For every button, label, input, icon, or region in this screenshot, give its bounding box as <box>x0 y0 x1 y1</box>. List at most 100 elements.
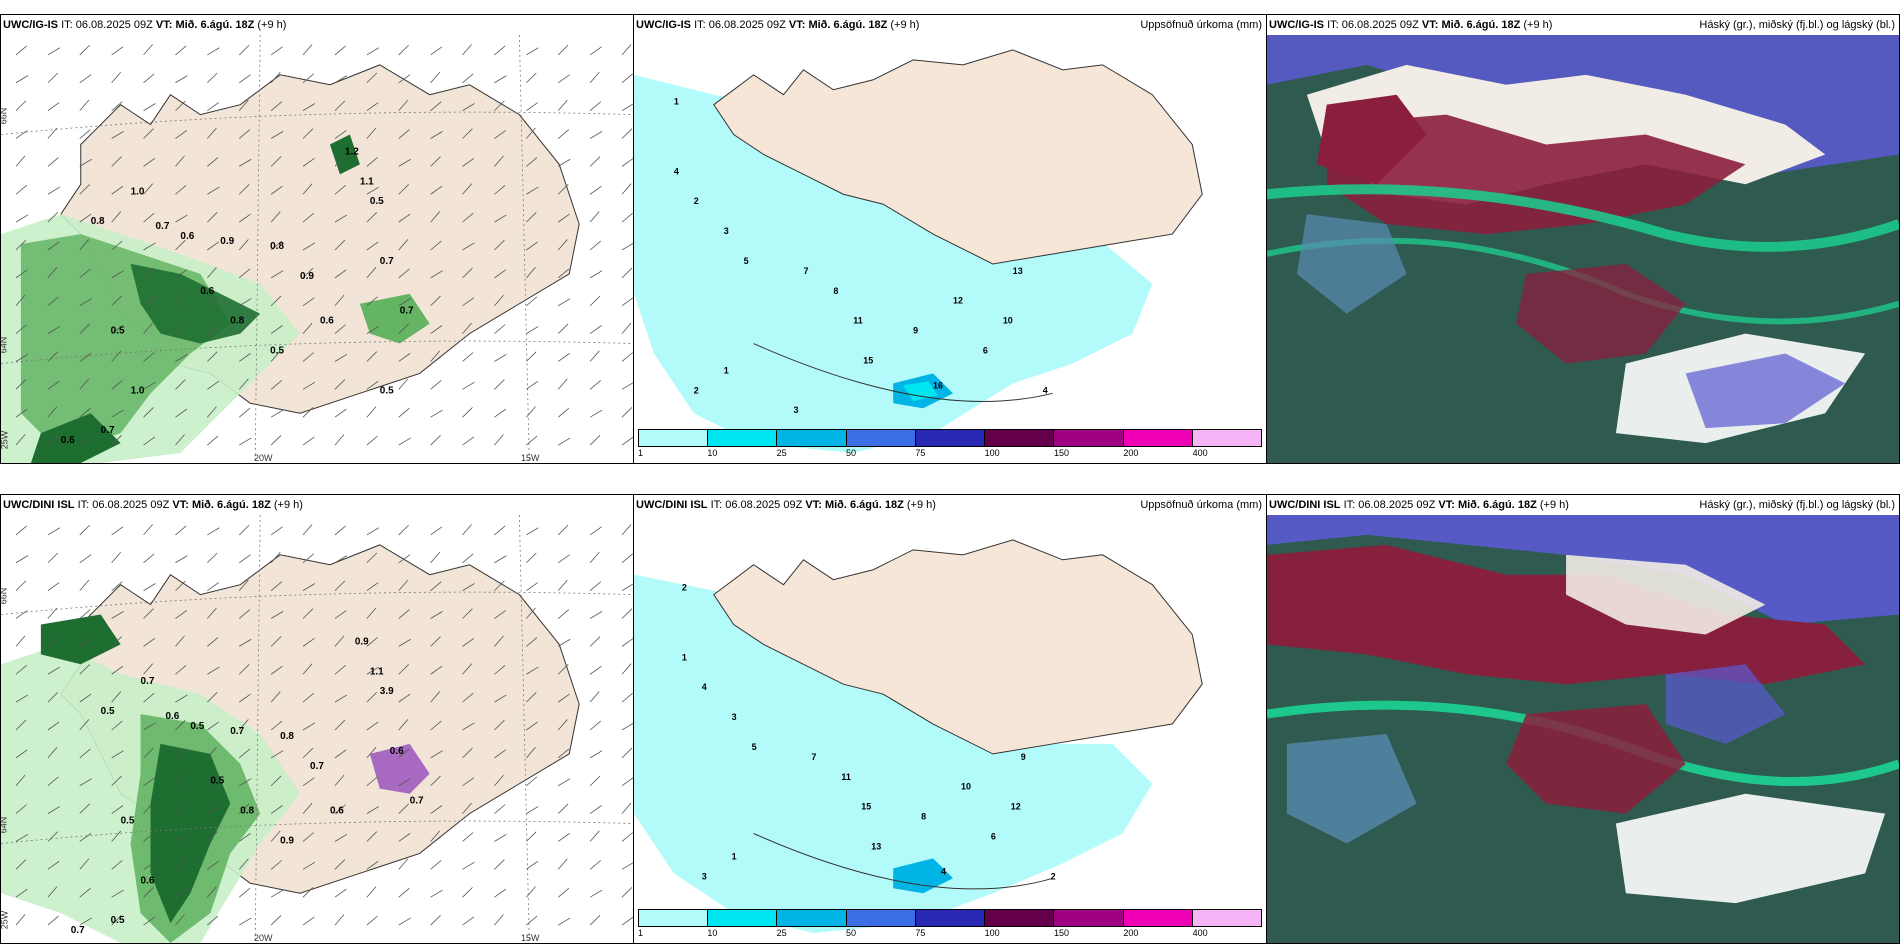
wind-barb <box>398 719 409 731</box>
cloud-map[interactable] <box>1267 515 1899 943</box>
wind-barb <box>494 184 506 195</box>
wind-barb <box>111 156 122 167</box>
wind-barb <box>366 860 379 870</box>
wind-barb <box>111 915 122 926</box>
wind-barb <box>621 916 633 926</box>
wind-barb <box>15 434 26 446</box>
wind-barb <box>366 831 378 842</box>
wind-barb <box>334 294 345 306</box>
value-label: 0.5 <box>111 326 125 337</box>
wind-barb <box>207 186 220 195</box>
colorbar-tick: 200 <box>1123 448 1139 458</box>
wind-barb <box>526 186 539 195</box>
wind-barb <box>143 553 155 564</box>
lat-label-64: 64N <box>0 816 9 834</box>
wind-barb <box>302 157 315 167</box>
wind-barb <box>15 888 28 898</box>
value-label: 0.6 <box>330 806 344 817</box>
wind-barb <box>494 239 505 251</box>
wind-barb <box>430 860 442 870</box>
wind-barb <box>398 407 410 418</box>
wind-barb <box>526 637 538 647</box>
wind-barb <box>175 434 185 446</box>
wind-barb <box>526 241 538 251</box>
wind-barb <box>239 213 251 223</box>
wind-barb <box>111 775 122 787</box>
value-label: 0.6 <box>200 286 214 297</box>
wind-map[interactable]: 0.7 0.5 0.6 0.5 0.7 0.8 0.9 1.1 3.9 0.6 0.7 0.5 0.8 0… <box>1 515 633 943</box>
wind-barb <box>366 267 377 279</box>
wind-barb <box>111 636 122 647</box>
wind-barb <box>238 524 250 536</box>
value-label: 0.8 <box>230 316 244 327</box>
wind-map[interactable]: 1.0 0.8 0.7 0.6 0.9 0.8 1.2 1.1 0.5 0.7 0.9 0.6 0.8 0… <box>1 35 633 463</box>
wind-barb <box>207 296 219 307</box>
wind-barb <box>207 666 220 675</box>
wind-barb <box>558 437 571 446</box>
wind-barb <box>302 583 316 591</box>
wind-barb <box>15 774 26 786</box>
cloud-title: Háský (gr.), miðský (fj.bl.) og lágský (… <box>1699 499 1895 511</box>
value-label: 13 <box>871 841 881 851</box>
colorbar-segment <box>639 910 709 926</box>
wind-barb <box>239 778 252 787</box>
wind-barb <box>238 44 250 56</box>
wind-barb <box>15 749 28 759</box>
wind-barb <box>47 831 59 842</box>
wind-barb <box>558 158 571 167</box>
wind-barb <box>366 241 379 251</box>
wind-barb <box>334 833 348 842</box>
colorbar-segment <box>708 910 778 926</box>
wind-barb <box>207 776 219 787</box>
wind-barb <box>47 552 59 564</box>
wind-barb <box>207 157 219 167</box>
wind-barb <box>366 406 377 418</box>
wind-barb <box>398 353 411 362</box>
wind-barb <box>621 382 633 390</box>
colorbar-tick: 75 <box>915 448 926 458</box>
wind-barb <box>462 297 475 307</box>
wind-barb <box>143 103 156 111</box>
wind-barb <box>398 693 411 703</box>
wind-barb <box>302 608 314 619</box>
wind-barb <box>47 435 59 446</box>
precip-map[interactable]: 1 4 2 3 5 7 8 11 15 12 9 10 6 13 16 4 2 1 3 <box>634 35 1266 463</box>
wind-barb <box>621 524 632 536</box>
wind-barb <box>462 637 475 647</box>
colorbar-segment <box>915 910 986 926</box>
wind-barb <box>47 406 58 418</box>
cloud-map[interactable] <box>1267 35 1899 463</box>
value-label: 0.7 <box>101 425 115 436</box>
value-label: 2 <box>694 196 699 206</box>
lon-label-25: 25W <box>0 430 10 450</box>
wind-barb <box>175 294 185 306</box>
precip-map[interactable]: 2 1 4 3 5 7 11 15 13 10 8 12 6 9 4 2 3 1 <box>634 515 1266 943</box>
wind-barb <box>47 241 60 251</box>
wind-barb <box>430 915 441 926</box>
wind-barb <box>79 407 91 418</box>
wind-barb <box>558 353 570 362</box>
wind-barb <box>494 804 506 814</box>
wind-barb <box>270 805 283 814</box>
wind-barb <box>366 186 380 195</box>
wind-barb <box>47 157 59 167</box>
wind-barb <box>143 212 155 223</box>
wind-barb <box>207 241 219 251</box>
wind-barb <box>143 861 156 870</box>
wind-barb <box>621 73 633 84</box>
wind-barb <box>47 296 59 307</box>
wind-barb <box>15 100 27 111</box>
wind-barb <box>143 44 153 56</box>
wind-barb <box>398 917 411 926</box>
value-label: 0.6 <box>180 231 194 242</box>
value-label: 2 <box>1051 871 1056 881</box>
wind-barb <box>621 747 633 759</box>
value-label: 3 <box>724 226 729 236</box>
wind-barb <box>462 352 474 362</box>
wind-barb <box>15 914 26 926</box>
wind-barb <box>175 525 187 536</box>
wind-barb <box>621 44 632 56</box>
wind-barb <box>462 73 474 84</box>
wind-barb <box>430 665 443 675</box>
value-label: 15 <box>861 802 871 812</box>
